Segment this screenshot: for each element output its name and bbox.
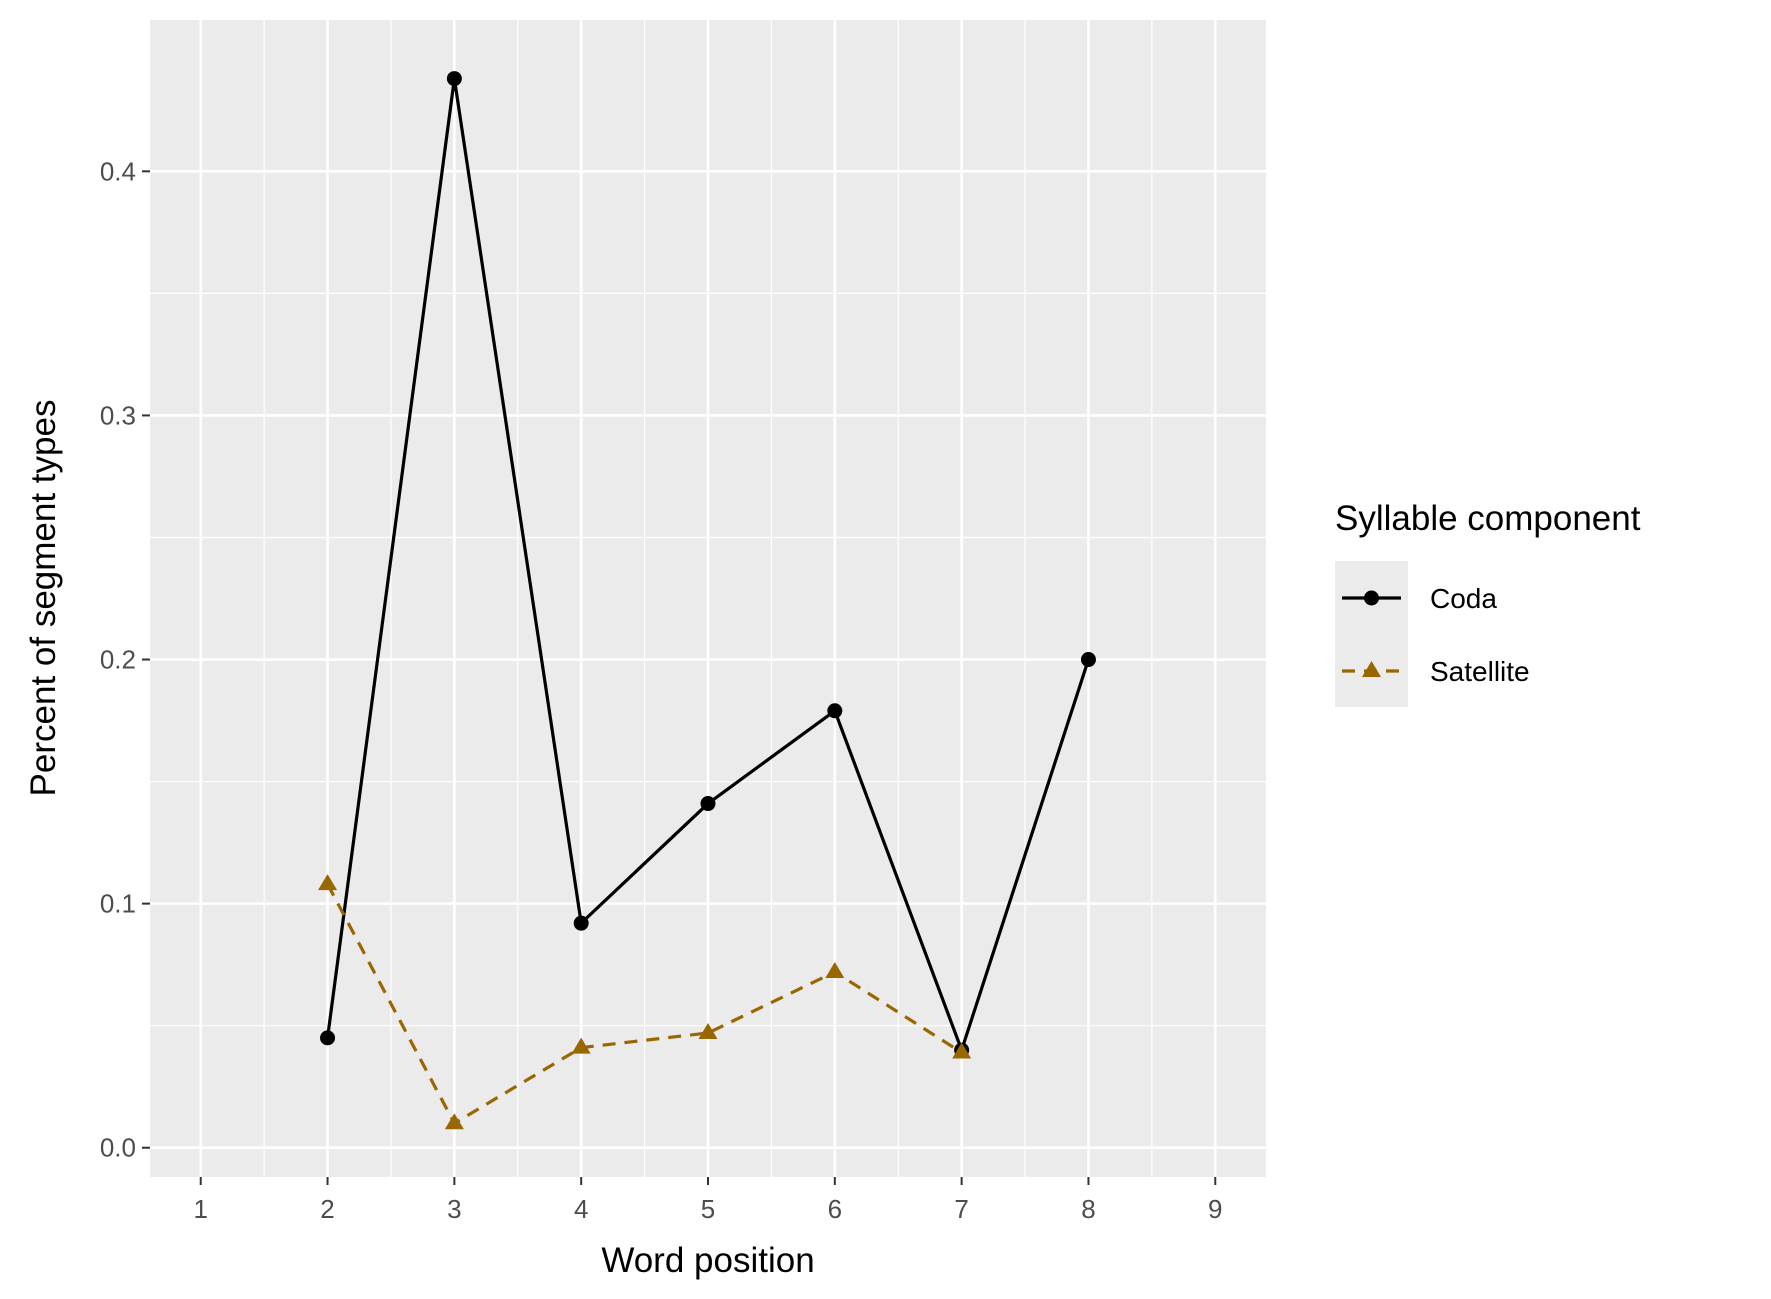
satellite-line — [326, 883, 963, 1125]
series-layer — [318, 71, 1096, 1130]
x-axis-title: Word position — [601, 1241, 814, 1280]
coda-point — [827, 703, 843, 719]
legend-item-coda: Coda — [1342, 583, 1497, 614]
coda-point — [446, 71, 462, 87]
x-tick-label: 2 — [320, 1194, 334, 1224]
legend-label: Satellite — [1430, 656, 1530, 687]
satellite-point — [318, 874, 338, 891]
legend-title: Syllable component — [1335, 499, 1641, 538]
satellite-point — [571, 1037, 591, 1054]
y-tick-label: 0.2 — [100, 645, 136, 675]
y-tick-label: 0.1 — [100, 889, 136, 919]
satellite-point — [952, 1042, 972, 1059]
coda-point — [700, 796, 716, 812]
x-tick-label: 1 — [193, 1194, 207, 1224]
y-axis: 0.0 0.1 0.2 0.3 0.4 — [100, 156, 150, 1163]
legend-key-marker — [1362, 661, 1381, 677]
legend-key-marker — [1364, 590, 1379, 606]
y-tick-label: 0.3 — [100, 400, 136, 430]
legend: Syllable component Coda Satellite — [1335, 499, 1641, 707]
coda-point — [320, 1030, 336, 1046]
x-tick-label: 3 — [447, 1194, 461, 1224]
x-tick-label: 6 — [828, 1194, 842, 1224]
x-axis: 1 2 3 4 5 6 7 8 9 — [193, 1177, 1223, 1224]
legend-items: Coda Satellite — [1342, 583, 1530, 687]
x-tick-label: 4 — [574, 1194, 588, 1224]
legend-item-satellite: Satellite — [1342, 656, 1530, 687]
series-satellite — [318, 874, 972, 1130]
coda-point — [573, 915, 589, 931]
major-gridlines — [150, 20, 1266, 1177]
y-tick-label: 0.0 — [100, 1133, 136, 1163]
satellite-point — [444, 1113, 464, 1130]
coda-point — [1080, 652, 1096, 668]
x-tick-label: 8 — [1081, 1194, 1095, 1224]
legend-key-background — [1335, 561, 1408, 707]
x-tick-label: 9 — [1208, 1194, 1222, 1224]
satellite-point — [698, 1022, 718, 1039]
y-axis-title: Percent of segment types — [24, 400, 63, 797]
satellite-point — [825, 961, 845, 978]
x-tick-label: 5 — [701, 1194, 715, 1224]
x-tick-label: 7 — [954, 1194, 968, 1224]
y-tick-label: 0.4 — [100, 156, 136, 186]
legend-label: Coda — [1430, 583, 1497, 614]
